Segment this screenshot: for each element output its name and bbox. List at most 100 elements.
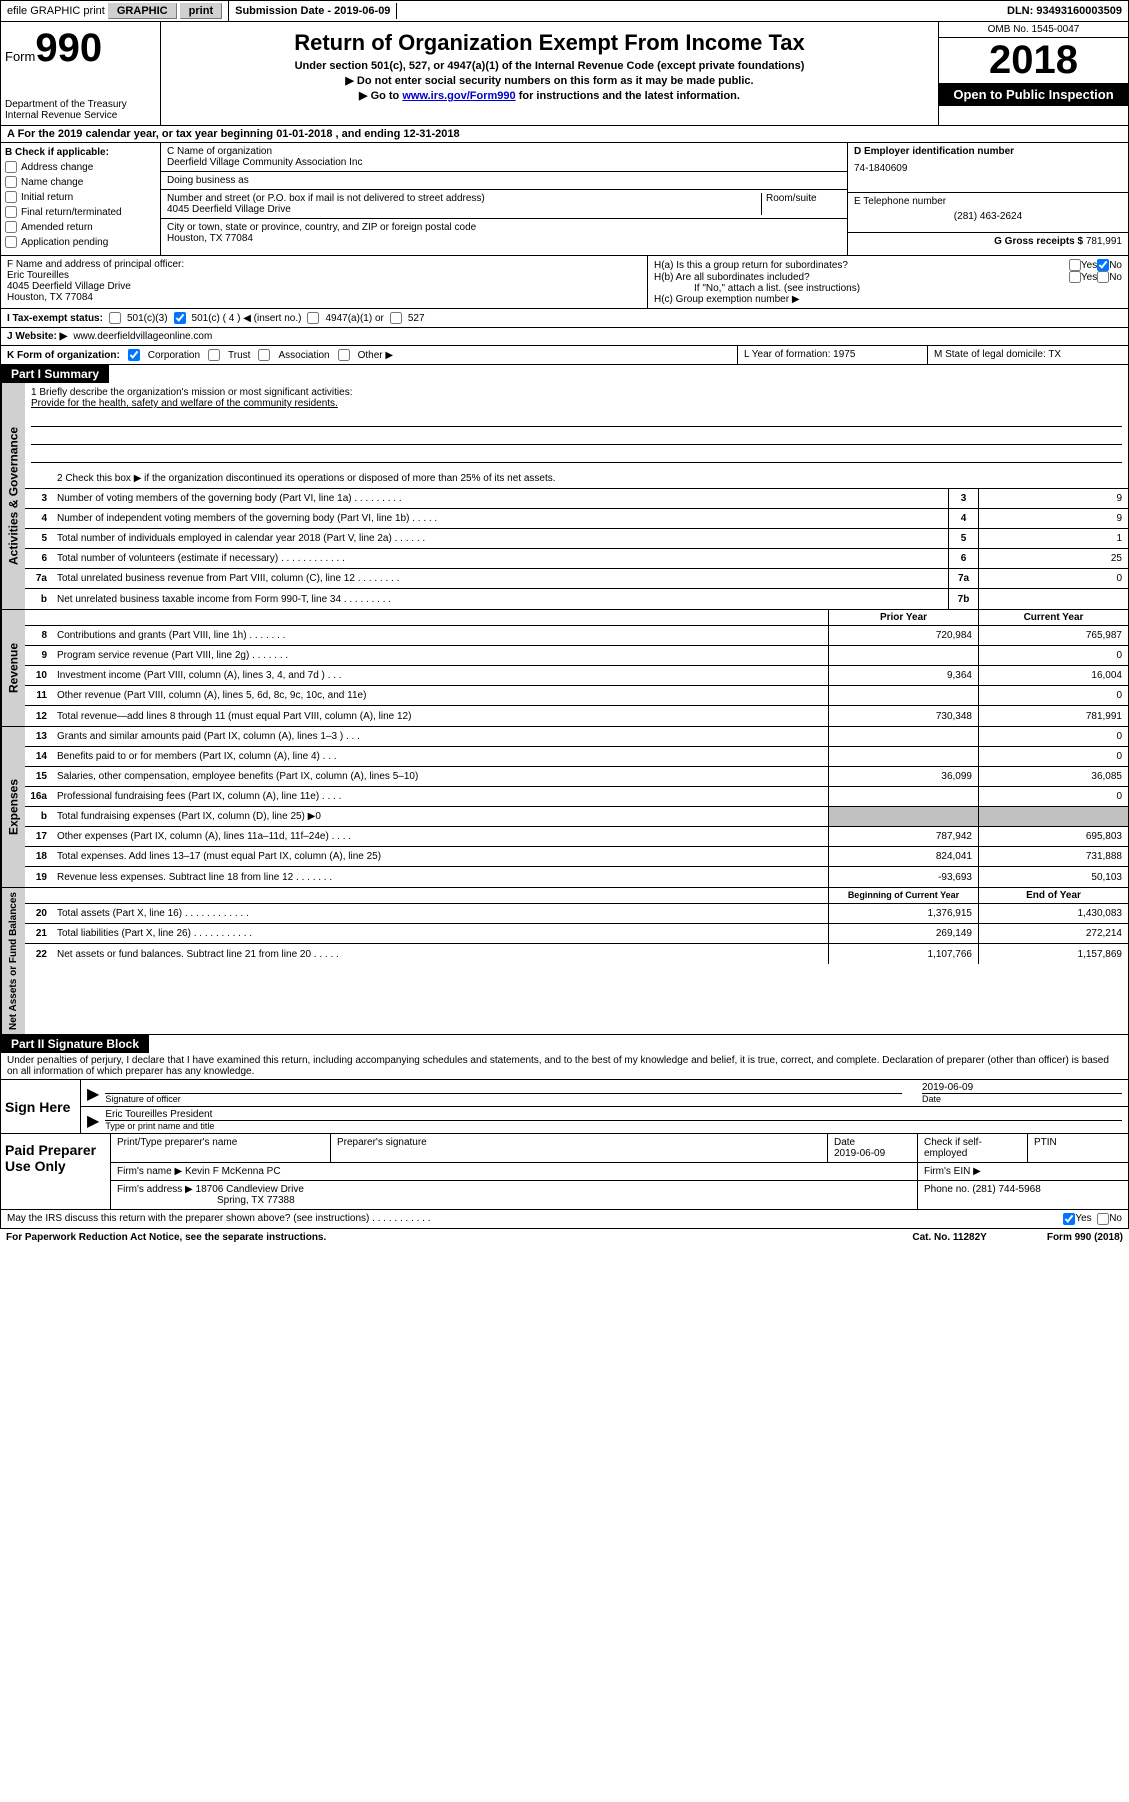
sign-here-label: Sign Here	[1, 1080, 81, 1133]
section-b: B Check if applicable: Address change Na…	[1, 143, 161, 255]
hb-no[interactable]	[1097, 271, 1109, 283]
tab-net-assets: Net Assets or Fund Balances	[1, 888, 25, 1034]
header-left: Form 990 Department of the Treasury Inte…	[1, 22, 161, 125]
form-label: Form	[5, 49, 35, 64]
summary-line: 13Grants and similar amounts paid (Part …	[25, 727, 1128, 747]
chk-4947[interactable]	[307, 312, 319, 324]
city-label: City or town, state or province, country…	[167, 222, 841, 233]
chk-final-return[interactable]: Final return/terminated	[5, 206, 156, 218]
summary-line: 3Number of voting members of the governi…	[25, 489, 1128, 509]
summary-line: 4Number of independent voting members of…	[25, 509, 1128, 529]
discuss-no[interactable]	[1097, 1213, 1109, 1225]
discuss-yes[interactable]	[1063, 1213, 1075, 1225]
paid-preparer-label: Paid Preparer Use Only	[1, 1134, 111, 1209]
summary-line: 7aTotal unrelated business revenue from …	[25, 569, 1128, 589]
summary-line: 20Total assets (Part X, line 16) . . . .…	[25, 904, 1128, 924]
ha-no[interactable]	[1097, 259, 1109, 271]
ein-value: 74-1840609	[854, 163, 1122, 174]
form-title: Return of Organization Exempt From Incom…	[171, 30, 928, 56]
subtitle-2: ▶ Do not enter social security numbers o…	[171, 74, 928, 87]
typed-name: Eric Toureilles President	[105, 1109, 1122, 1120]
form990-link[interactable]: www.irs.gov/Form990	[402, 90, 515, 102]
state-domicile: M State of legal domicile: TX	[928, 346, 1128, 364]
chk-amended-return[interactable]: Amended return	[5, 221, 156, 233]
summary-line: 10Investment income (Part VIII, column (…	[25, 666, 1128, 686]
summary-line: 6Total number of volunteers (estimate if…	[25, 549, 1128, 569]
gross-label: G Gross receipts $	[994, 236, 1086, 247]
form-number: 990	[35, 26, 102, 71]
date-label: Date	[922, 1093, 1122, 1104]
org-name-label: C Name of organization	[167, 146, 841, 157]
dba-label: Doing business as	[167, 175, 841, 186]
part2-header: Part II Signature Block	[1, 1035, 149, 1053]
summary-line: 8Contributions and grants (Part VIII, li…	[25, 626, 1128, 646]
summary-line: 14Benefits paid to or for members (Part …	[25, 747, 1128, 767]
room-suite-label: Room/suite	[761, 193, 841, 215]
summary-line: 9Program service revenue (Part VIII, lin…	[25, 646, 1128, 666]
phone-label: E Telephone number	[854, 196, 1122, 207]
hdr-current-year: Current Year	[978, 610, 1128, 625]
q1-text: Provide for the health, safety and welfa…	[31, 398, 1122, 409]
dln: DLN: 93493160003509	[1001, 3, 1128, 19]
ein-label: D Employer identification number	[854, 146, 1122, 157]
omb-number: OMB No. 1545-0047	[939, 22, 1128, 38]
gross-value: 781,991	[1086, 236, 1122, 247]
sign-here-section: Sign Here ▶ Signature of officer 2019-06…	[0, 1080, 1129, 1134]
phone-value: (281) 463-2624	[854, 211, 1122, 222]
chk-association[interactable]	[258, 349, 270, 361]
sig-officer-label: Signature of officer	[105, 1093, 902, 1104]
ptin-label: PTIN	[1028, 1134, 1128, 1162]
addr-value: 4045 Deerfield Village Drive	[167, 204, 761, 215]
chk-other[interactable]	[338, 349, 350, 361]
part1-header: Part I Summary	[1, 365, 109, 383]
hdr-prior-year: Prior Year	[828, 610, 978, 625]
summary-line: 21Total liabilities (Part X, line 26) . …	[25, 924, 1128, 944]
top-bar: efile GRAPHIC print GRAPHIC print Submis…	[0, 0, 1129, 22]
q1-label: 1 Briefly describe the organization's mi…	[31, 387, 1122, 398]
summary-line: 22Net assets or fund balances. Subtract …	[25, 944, 1128, 964]
subtitle-1: Under section 501(c), 527, or 4947(a)(1)…	[171, 60, 928, 72]
section-h: H(a) Is this a group return for subordin…	[648, 256, 1128, 308]
chk-trust[interactable]	[208, 349, 220, 361]
section-f: F Name and address of principal officer:…	[1, 256, 648, 308]
hb-yes[interactable]	[1069, 271, 1081, 283]
row-i-tax-exempt: I Tax-exempt status: 501(c)(3) 501(c) ( …	[0, 309, 1129, 328]
perjury-text: Under penalties of perjury, I declare th…	[1, 1053, 1128, 1079]
prep-sig-label: Preparer's signature	[331, 1134, 828, 1162]
chk-501c[interactable]	[174, 312, 186, 324]
org-name: Deerfield Village Community Association …	[167, 157, 841, 168]
inspection-badge: Open to Public Inspection	[939, 83, 1128, 106]
ha-yes[interactable]	[1069, 259, 1081, 271]
summary-line: 15Salaries, other compensation, employee…	[25, 767, 1128, 787]
chk-initial-return[interactable]: Initial return	[5, 191, 156, 203]
subtitle-3: ▶ Go to www.irs.gov/Form990 for instruct…	[171, 89, 928, 102]
chk-application-pending[interactable]: Application pending	[5, 236, 156, 248]
arrow-icon: ▶	[87, 1084, 99, 1104]
print-button[interactable]: print	[180, 3, 222, 19]
chk-address-change[interactable]: Address change	[5, 161, 156, 173]
efile-label: efile GRAPHIC print GRAPHIC print	[1, 1, 229, 21]
chk-527[interactable]	[390, 312, 402, 324]
tab-expenses: Expenses	[1, 727, 25, 887]
footer: For Paperwork Reduction Act Notice, see …	[0, 1229, 1129, 1246]
summary-line: 12Total revenue—add lines 8 through 11 (…	[25, 706, 1128, 726]
prep-name-label: Print/Type preparer's name	[111, 1134, 331, 1162]
summary-line: bTotal fundraising expenses (Part IX, co…	[25, 807, 1128, 827]
hdr-end: End of Year	[978, 888, 1128, 903]
summary-line: bNet unrelated business taxable income f…	[25, 589, 1128, 609]
chk-name-change[interactable]: Name change	[5, 176, 156, 188]
check-self-employed[interactable]: Check if self-employed	[918, 1134, 1028, 1162]
part1: Part I Summary Activities & Governance 1…	[0, 365, 1129, 1035]
section-b-header: B Check if applicable:	[5, 147, 156, 158]
header-title-block: Return of Organization Exempt From Incom…	[161, 22, 938, 125]
part2: Part II Signature Block Under penalties …	[0, 1035, 1129, 1080]
chk-501c3[interactable]	[109, 312, 121, 324]
city-value: Houston, TX 77084	[167, 233, 841, 244]
chk-corporation[interactable]	[128, 349, 140, 361]
hdr-beginning: Beginning of Current Year	[828, 888, 978, 903]
row-klm: K Form of organization: Corporation Trus…	[0, 346, 1129, 365]
arrow-icon: ▶	[87, 1111, 99, 1131]
summary-line: 5Total number of individuals employed in…	[25, 529, 1128, 549]
summary-line: 19Revenue less expenses. Subtract line 1…	[25, 867, 1128, 887]
graphic-button[interactable]: GRAPHIC	[108, 3, 177, 19]
